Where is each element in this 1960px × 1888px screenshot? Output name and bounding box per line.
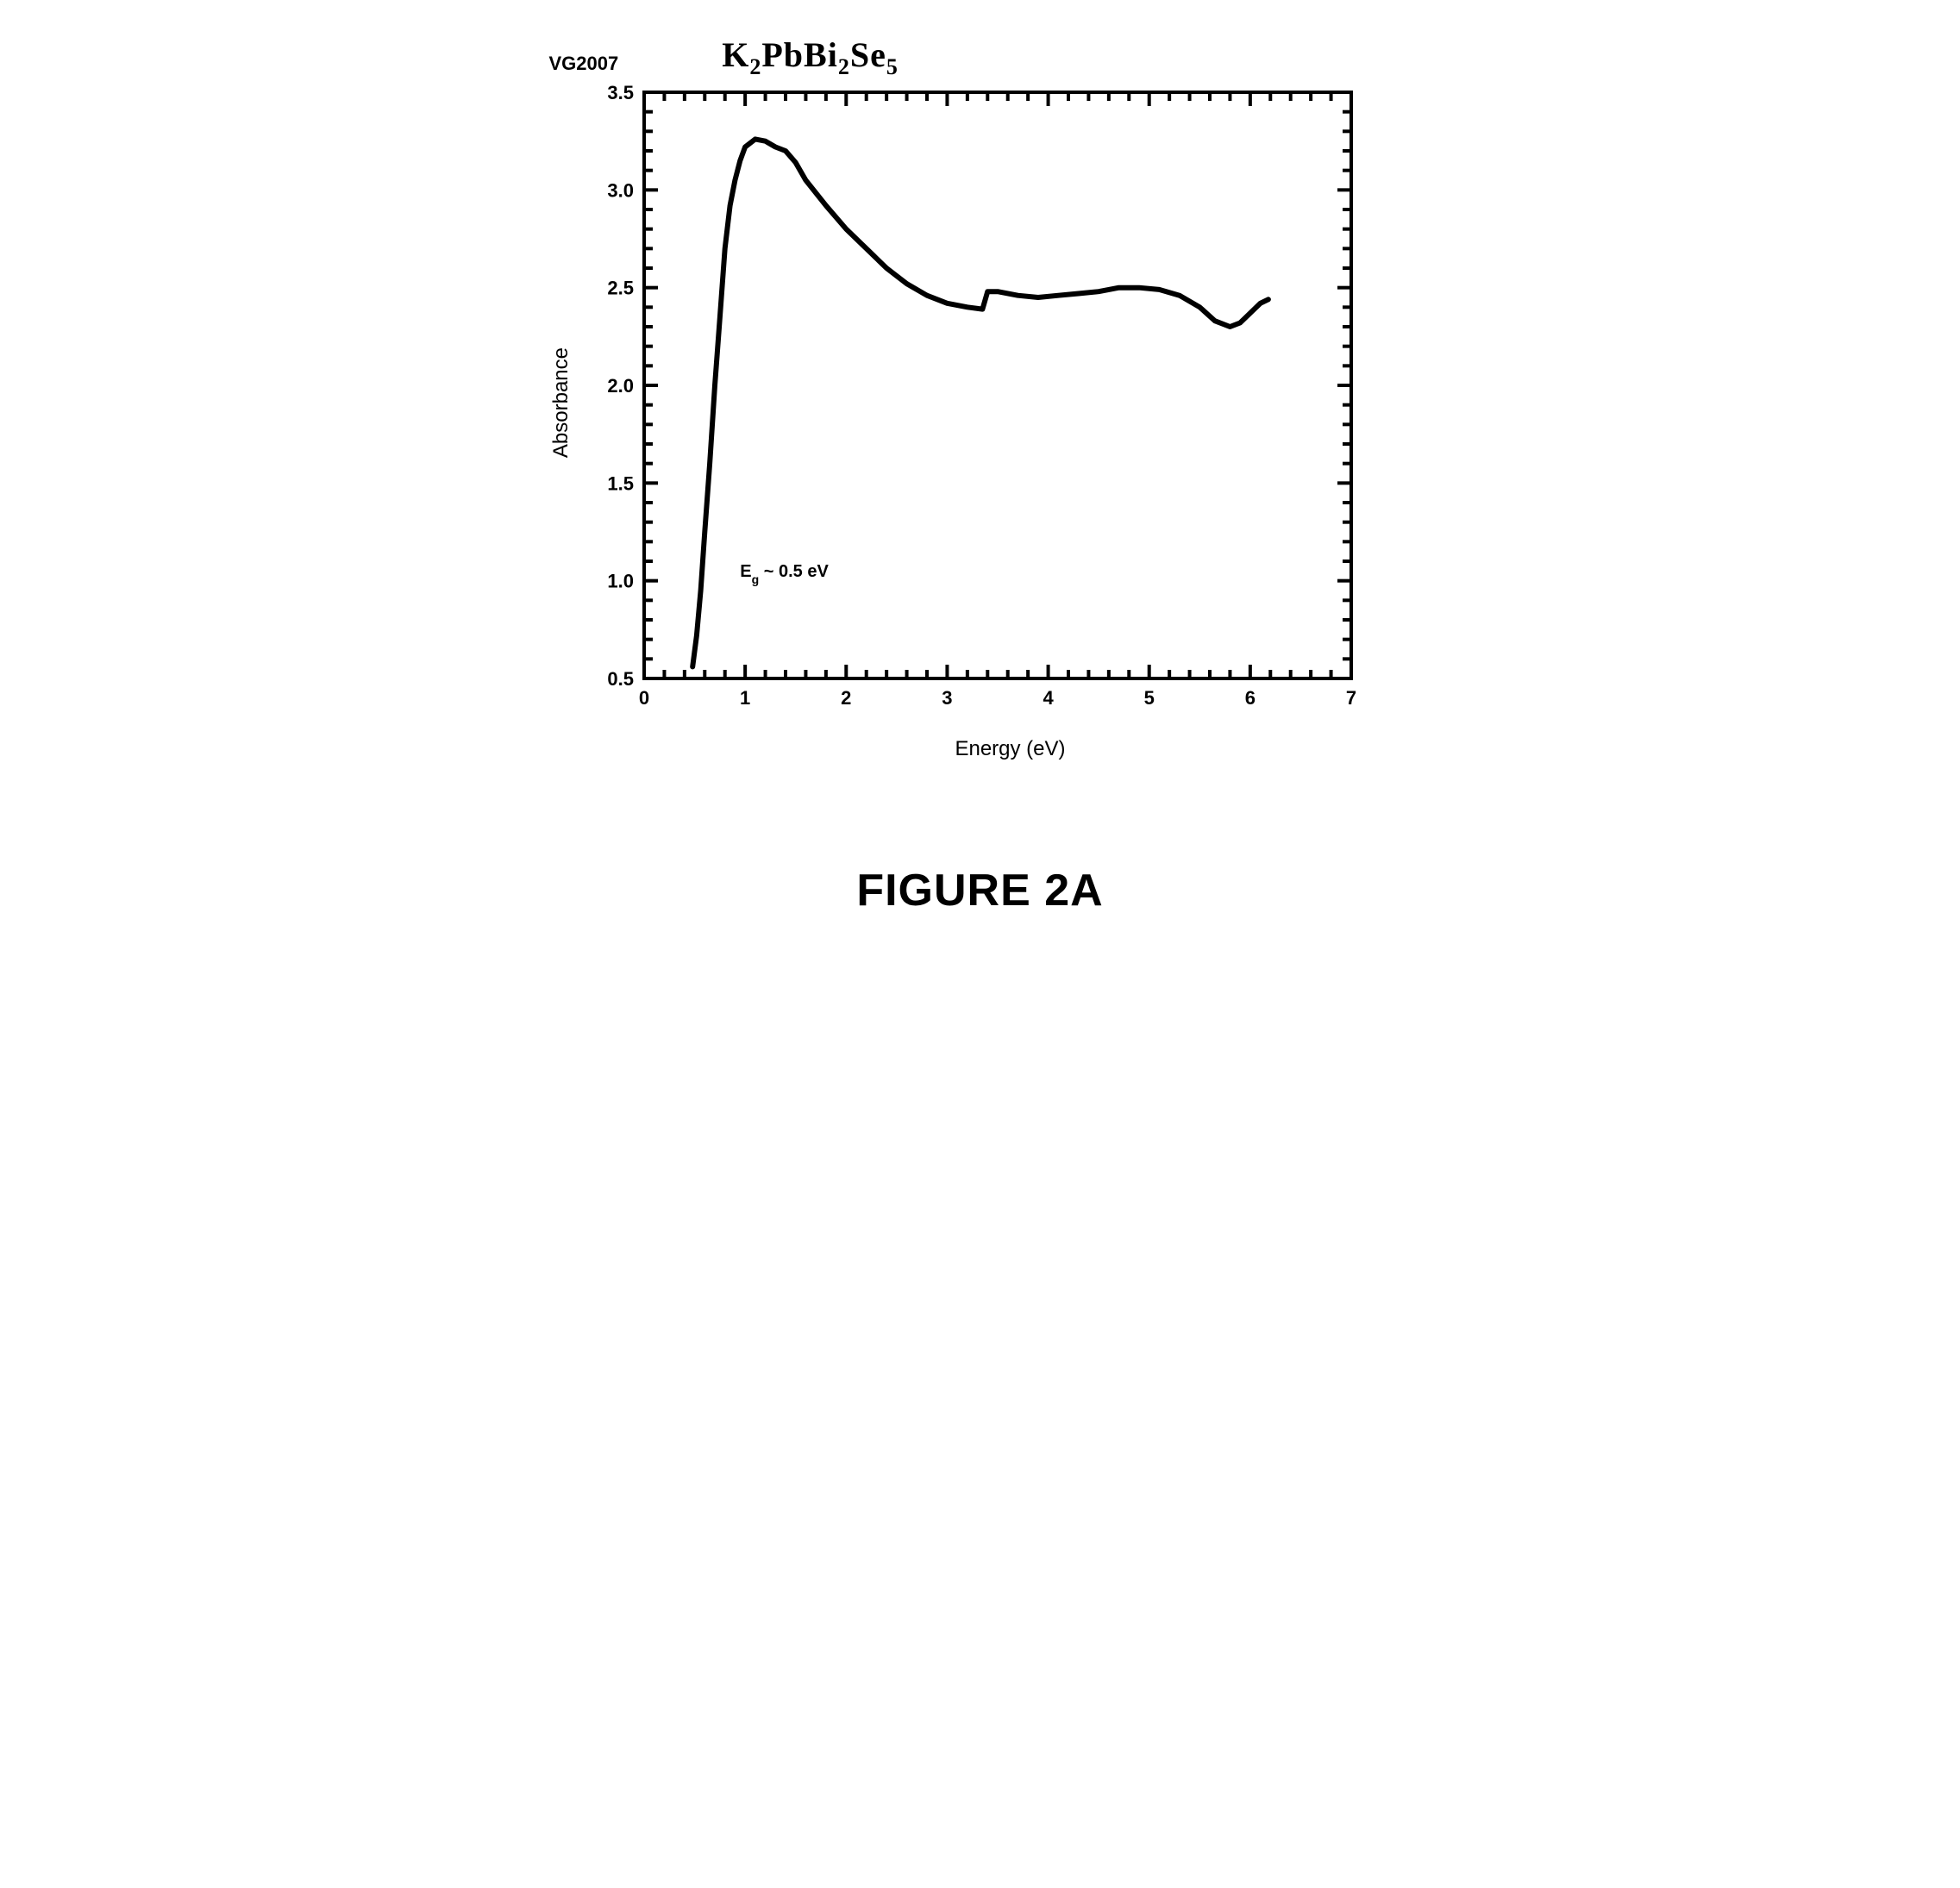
- title-sub-2b: 2: [838, 54, 850, 79]
- x-tick-label: 2: [841, 687, 851, 709]
- data-series-line: [692, 139, 1268, 666]
- figure-container: VG2007 K2PbBi2Se5 Absorbance 012345670.5…: [549, 34, 1412, 916]
- x-tick-label: 0: [638, 687, 648, 709]
- y-tick-label: 1.5: [607, 472, 634, 494]
- y-tick-label: 0.5: [607, 668, 634, 690]
- x-tick-label: 1: [740, 687, 750, 709]
- x-axis-label: Energy (eV): [610, 737, 1412, 761]
- x-tick-label: 6: [1244, 687, 1255, 709]
- chart-title: K2PbBi2Se5: [722, 34, 899, 80]
- title-seg-2: PbBi: [761, 35, 837, 74]
- figure-caption: FIGURE 2A: [549, 865, 1412, 916]
- x-tick-label: 7: [1345, 687, 1356, 709]
- x-tick-label: 3: [942, 687, 952, 709]
- y-axis-label: Absorbance: [549, 347, 573, 458]
- title-sub-2: 2: [749, 54, 761, 79]
- x-tick-label: 4: [1043, 687, 1054, 709]
- bandgap-annotation: Eg ~ 0.5 eV: [740, 562, 829, 586]
- title-seg-4: Se: [850, 35, 886, 74]
- chart-svg: 0 1 2 3 4 5 6 7 0.5 1.0 1.5 2.0 2.5 3.0 3.5 Eg ~ 0.5 eV: [584, 84, 1360, 722]
- header-row: VG2007 K2PbBi2Se5: [549, 34, 1412, 80]
- plot-row: Absorbance 0 1 2 3 4 5 6 7 0.5 1.0 1.5 2.0 2.5 3.0 3.5…: [549, 84, 1412, 722]
- title-sub-5: 5: [886, 54, 899, 79]
- title-seg-0: K: [722, 35, 749, 74]
- y-tick-label: 1.0: [607, 571, 634, 592]
- y-tick-label: 3.0: [607, 179, 634, 201]
- y-tick-label: 2.0: [607, 375, 634, 397]
- corner-label: VG2007: [549, 53, 619, 75]
- y-tick-label: 3.5: [607, 84, 634, 103]
- x-tick-label: 5: [1143, 687, 1154, 709]
- y-tick-label: 2.5: [607, 278, 634, 299]
